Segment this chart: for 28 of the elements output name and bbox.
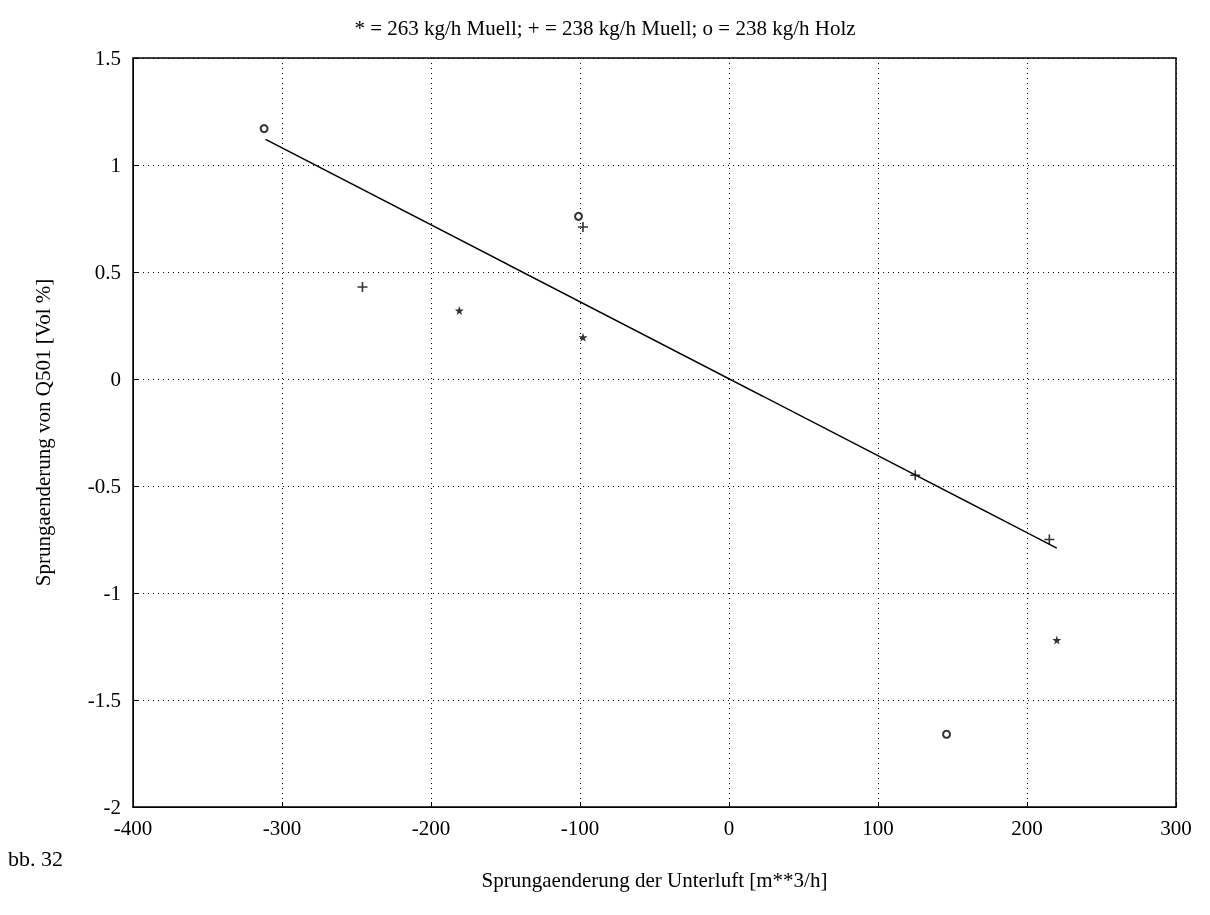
y-tick-label: -1 [103,581,121,605]
point [454,306,464,316]
point [259,124,269,134]
y-tick-label: -1.5 [87,688,121,712]
x-axis-title: Sprungaenderung der Unterluft [m**3/h] [481,867,828,892]
point [909,469,922,482]
y-tick-label: 0 [110,367,121,391]
y-tick-label: 1.5 [94,46,121,70]
point [574,211,584,221]
x-tick-label: 200 [1011,815,1043,840]
point [942,729,952,739]
x-tick-label: -200 [411,815,451,840]
x-tick-label: 300 [1160,815,1192,840]
y-tick-label: 1 [110,153,121,177]
chart-title: * = 263 kg/h Muell; + = 238 kg/h Muell; o = 238 kg/h Holz [354,15,856,40]
point [356,281,369,293]
point [1043,533,1056,546]
x-tick-label: -300 [262,815,302,840]
x-tick-label: 0 [723,815,735,840]
y-tick-label: 0.5 [94,260,121,284]
y-axis-title: Sprungaenderung von Q501 [Vol %] [30,278,55,587]
point [1052,635,1062,645]
y-tick-label: -0.5 [87,474,121,498]
text: bb. 32 [8,845,63,871]
point [577,221,589,233]
x-tick-label: 100 [862,815,894,840]
x-tick-label: -100 [560,815,600,840]
point [578,332,588,342]
